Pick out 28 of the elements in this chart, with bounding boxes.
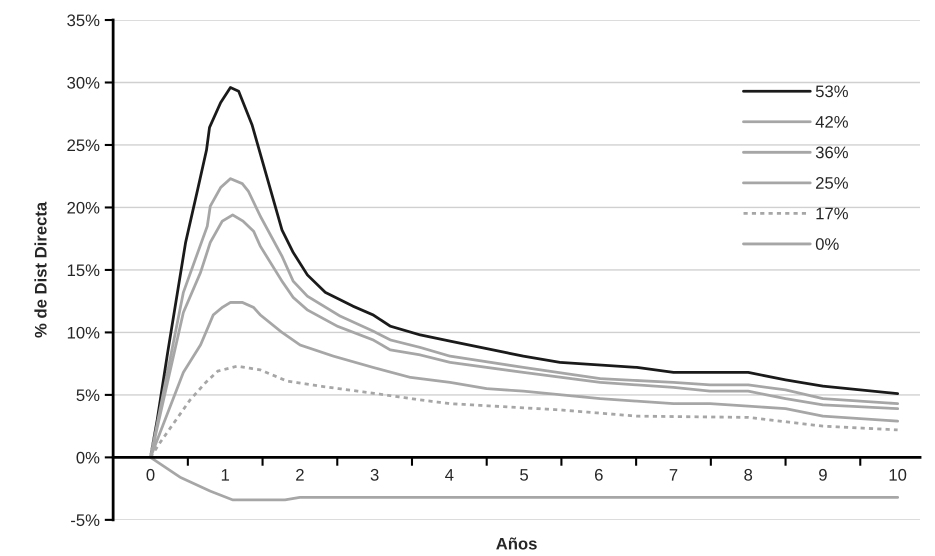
x-tick-label: 3 — [370, 468, 379, 481]
x-tick-label: 6 — [594, 468, 603, 481]
x-tick-label: 10 — [890, 468, 906, 481]
y-tick-label: 15% — [68, 264, 100, 276]
y-tick-label: 20% — [67, 202, 100, 214]
legend-label: 36% — [816, 146, 848, 158]
y-tick-label: 35% — [67, 14, 100, 26]
y-tick-label: -5% — [71, 514, 100, 526]
y-tick-label: 10% — [68, 326, 100, 339]
legend-label: 53% — [816, 85, 848, 98]
y-tick-label: 0% — [76, 452, 100, 464]
x-tick-label: 1 — [222, 469, 230, 481]
legend-label: 0% — [816, 238, 839, 250]
x-axis-title: Años — [496, 537, 537, 550]
y-tick-label: 5% — [76, 389, 100, 402]
x-tick-label: 8 — [744, 468, 752, 481]
y-tick-label: 25% — [67, 139, 100, 152]
legend-label: 42% — [816, 116, 848, 128]
y-tick-label: 30% — [67, 76, 100, 89]
y-axis-title: % de Dist Directa — [34, 202, 47, 338]
x-tick-label: 9 — [819, 468, 827, 481]
x-tick-label: 2 — [296, 468, 304, 481]
x-tick-label: 0 — [146, 468, 154, 481]
legend-label: 25% — [816, 177, 848, 189]
legend-label: 17% — [816, 208, 848, 220]
x-tick-label: 4 — [445, 469, 454, 481]
x-tick-label: 5 — [520, 469, 528, 481]
x-tick-label: 7 — [670, 469, 678, 481]
